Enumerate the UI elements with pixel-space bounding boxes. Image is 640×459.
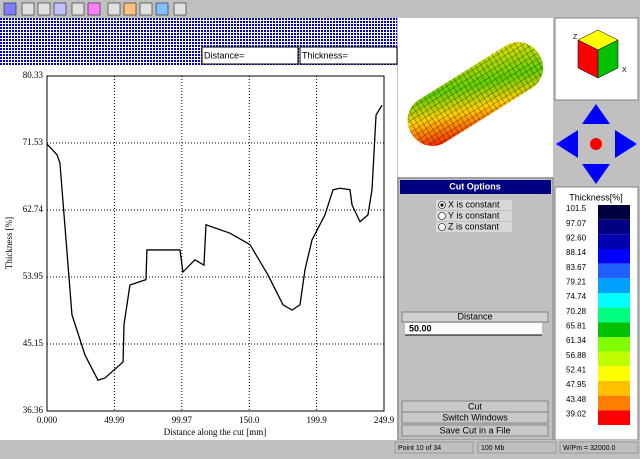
- option-label: Y is constant: [448, 210, 500, 220]
- legend-scale: 101.5 97.07 92.60 88.14 83.67 79.21 74.74 70.28…: [566, 204, 630, 425]
- cut-options-titlebar: [400, 180, 551, 194]
- color-band: [598, 293, 630, 308]
- y-tick-label: 45.15: [23, 338, 44, 348]
- cut-options-panel: [397, 177, 554, 441]
- color-band: [598, 366, 630, 381]
- y-tick-label: 80.33: [23, 70, 44, 80]
- distance-header: [401, 311, 549, 323]
- color-band: [598, 205, 630, 220]
- status-text: Point 10 of 34: [398, 445, 441, 452]
- status-field: [477, 441, 557, 454]
- color-band: [598, 263, 630, 279]
- cube-right: [597, 39, 619, 79]
- cube-axis: X: [622, 67, 627, 74]
- cut-options-title: Cut Options: [449, 181, 501, 191]
- status-field: [394, 441, 474, 454]
- distance-value: 50.00: [409, 323, 432, 333]
- option-box: [436, 211, 512, 221]
- option-box: [436, 200, 512, 210]
- button-label: Switch Windows: [442, 412, 508, 422]
- legend-label: 97.07: [566, 219, 587, 228]
- distance-field-label: Distance=: [204, 50, 244, 60]
- x-tick-label: 150.0: [239, 415, 260, 425]
- tube-model: [407, 42, 544, 146]
- option-box: [436, 222, 512, 232]
- legend-label: 65.81: [566, 321, 587, 330]
- distance-label: Distance: [457, 311, 492, 321]
- color-band: [598, 351, 630, 367]
- x-tick-label: 199.9: [306, 415, 327, 425]
- navigation-pad[interactable]: [556, 104, 637, 184]
- color-band: [598, 337, 630, 352]
- button[interactable]: [401, 424, 549, 437]
- y-axis-label: Thickness [%]: [4, 217, 14, 269]
- x-axis-label: Distance along the cut [mm]: [164, 427, 266, 437]
- status-text: 100 Mb: [481, 445, 504, 452]
- chart-panel: [0, 65, 397, 440]
- status-field: [559, 441, 639, 454]
- color-band: [598, 410, 630, 425]
- legend-label: 39.02: [566, 409, 587, 418]
- legend-label: 61.34: [566, 336, 587, 345]
- x-tick-label: 49.99: [104, 415, 125, 425]
- legend-label: 92.60: [566, 233, 587, 242]
- plot: 36.36 45.15 53.95 62.74 71.53 80.33 0.000 49.99…: [23, 70, 395, 425]
- radio-button[interactable]: [438, 212, 446, 220]
- x-tick-label: 249.9: [374, 415, 395, 425]
- y-tick-label: 62.74: [23, 204, 44, 214]
- legend-label: 43.48: [566, 395, 587, 404]
- legend-label: 70.28: [566, 307, 587, 316]
- legend-label: 74.74: [566, 292, 587, 301]
- legend-label: 79.21: [566, 277, 587, 286]
- thickness-line: [46, 104, 383, 382]
- x-tick-label: 0.000: [37, 415, 58, 425]
- y-tick-label: 36.36: [23, 405, 44, 415]
- color-band: [598, 307, 630, 323]
- radio-button[interactable]: [438, 223, 446, 231]
- radio-dot: [440, 203, 444, 207]
- option-label: X is constant: [448, 199, 500, 209]
- toolbar-icons[interactable]: [3, 2, 187, 16]
- color-band: [598, 234, 630, 249]
- color-band: [598, 322, 630, 337]
- legend-label: 88.14: [566, 248, 587, 257]
- color-band: [598, 278, 630, 293]
- thickness-field: [299, 46, 398, 65]
- color-band: [598, 381, 630, 396]
- option-label: Z is constant: [448, 221, 500, 231]
- legend-label: 101.5: [566, 204, 587, 213]
- button[interactable]: [401, 411, 549, 424]
- status-text: W/Pm = 32000.0: [563, 445, 615, 452]
- legend-title: Thickness[%]: [569, 192, 623, 202]
- legend-label: 83.67: [566, 263, 587, 272]
- y-tick-label: 53.95: [23, 271, 44, 281]
- distance-input[interactable]: [405, 323, 542, 335]
- button-label: Cut: [468, 401, 483, 411]
- legend-label: 47.95: [566, 380, 587, 389]
- status-bar: [0, 440, 640, 454]
- color-band: [598, 249, 630, 264]
- legend-label: 56.88: [566, 351, 587, 360]
- cube-axis: Z: [573, 34, 578, 41]
- color-band: [598, 219, 630, 235]
- y-tick-label: 71.53: [23, 137, 44, 147]
- x-tick-label: 99.97: [172, 415, 193, 425]
- thickness-field-label: Thickness=: [302, 50, 348, 60]
- legend-label: 52.41: [566, 365, 587, 374]
- distance-field: [201, 46, 299, 65]
- button-label: Save Cut in a File: [439, 425, 510, 435]
- color-band: [598, 395, 630, 411]
- status-fields: Point 10 of 34 100 Mb W/Pm = 32000.0: [394, 441, 639, 454]
